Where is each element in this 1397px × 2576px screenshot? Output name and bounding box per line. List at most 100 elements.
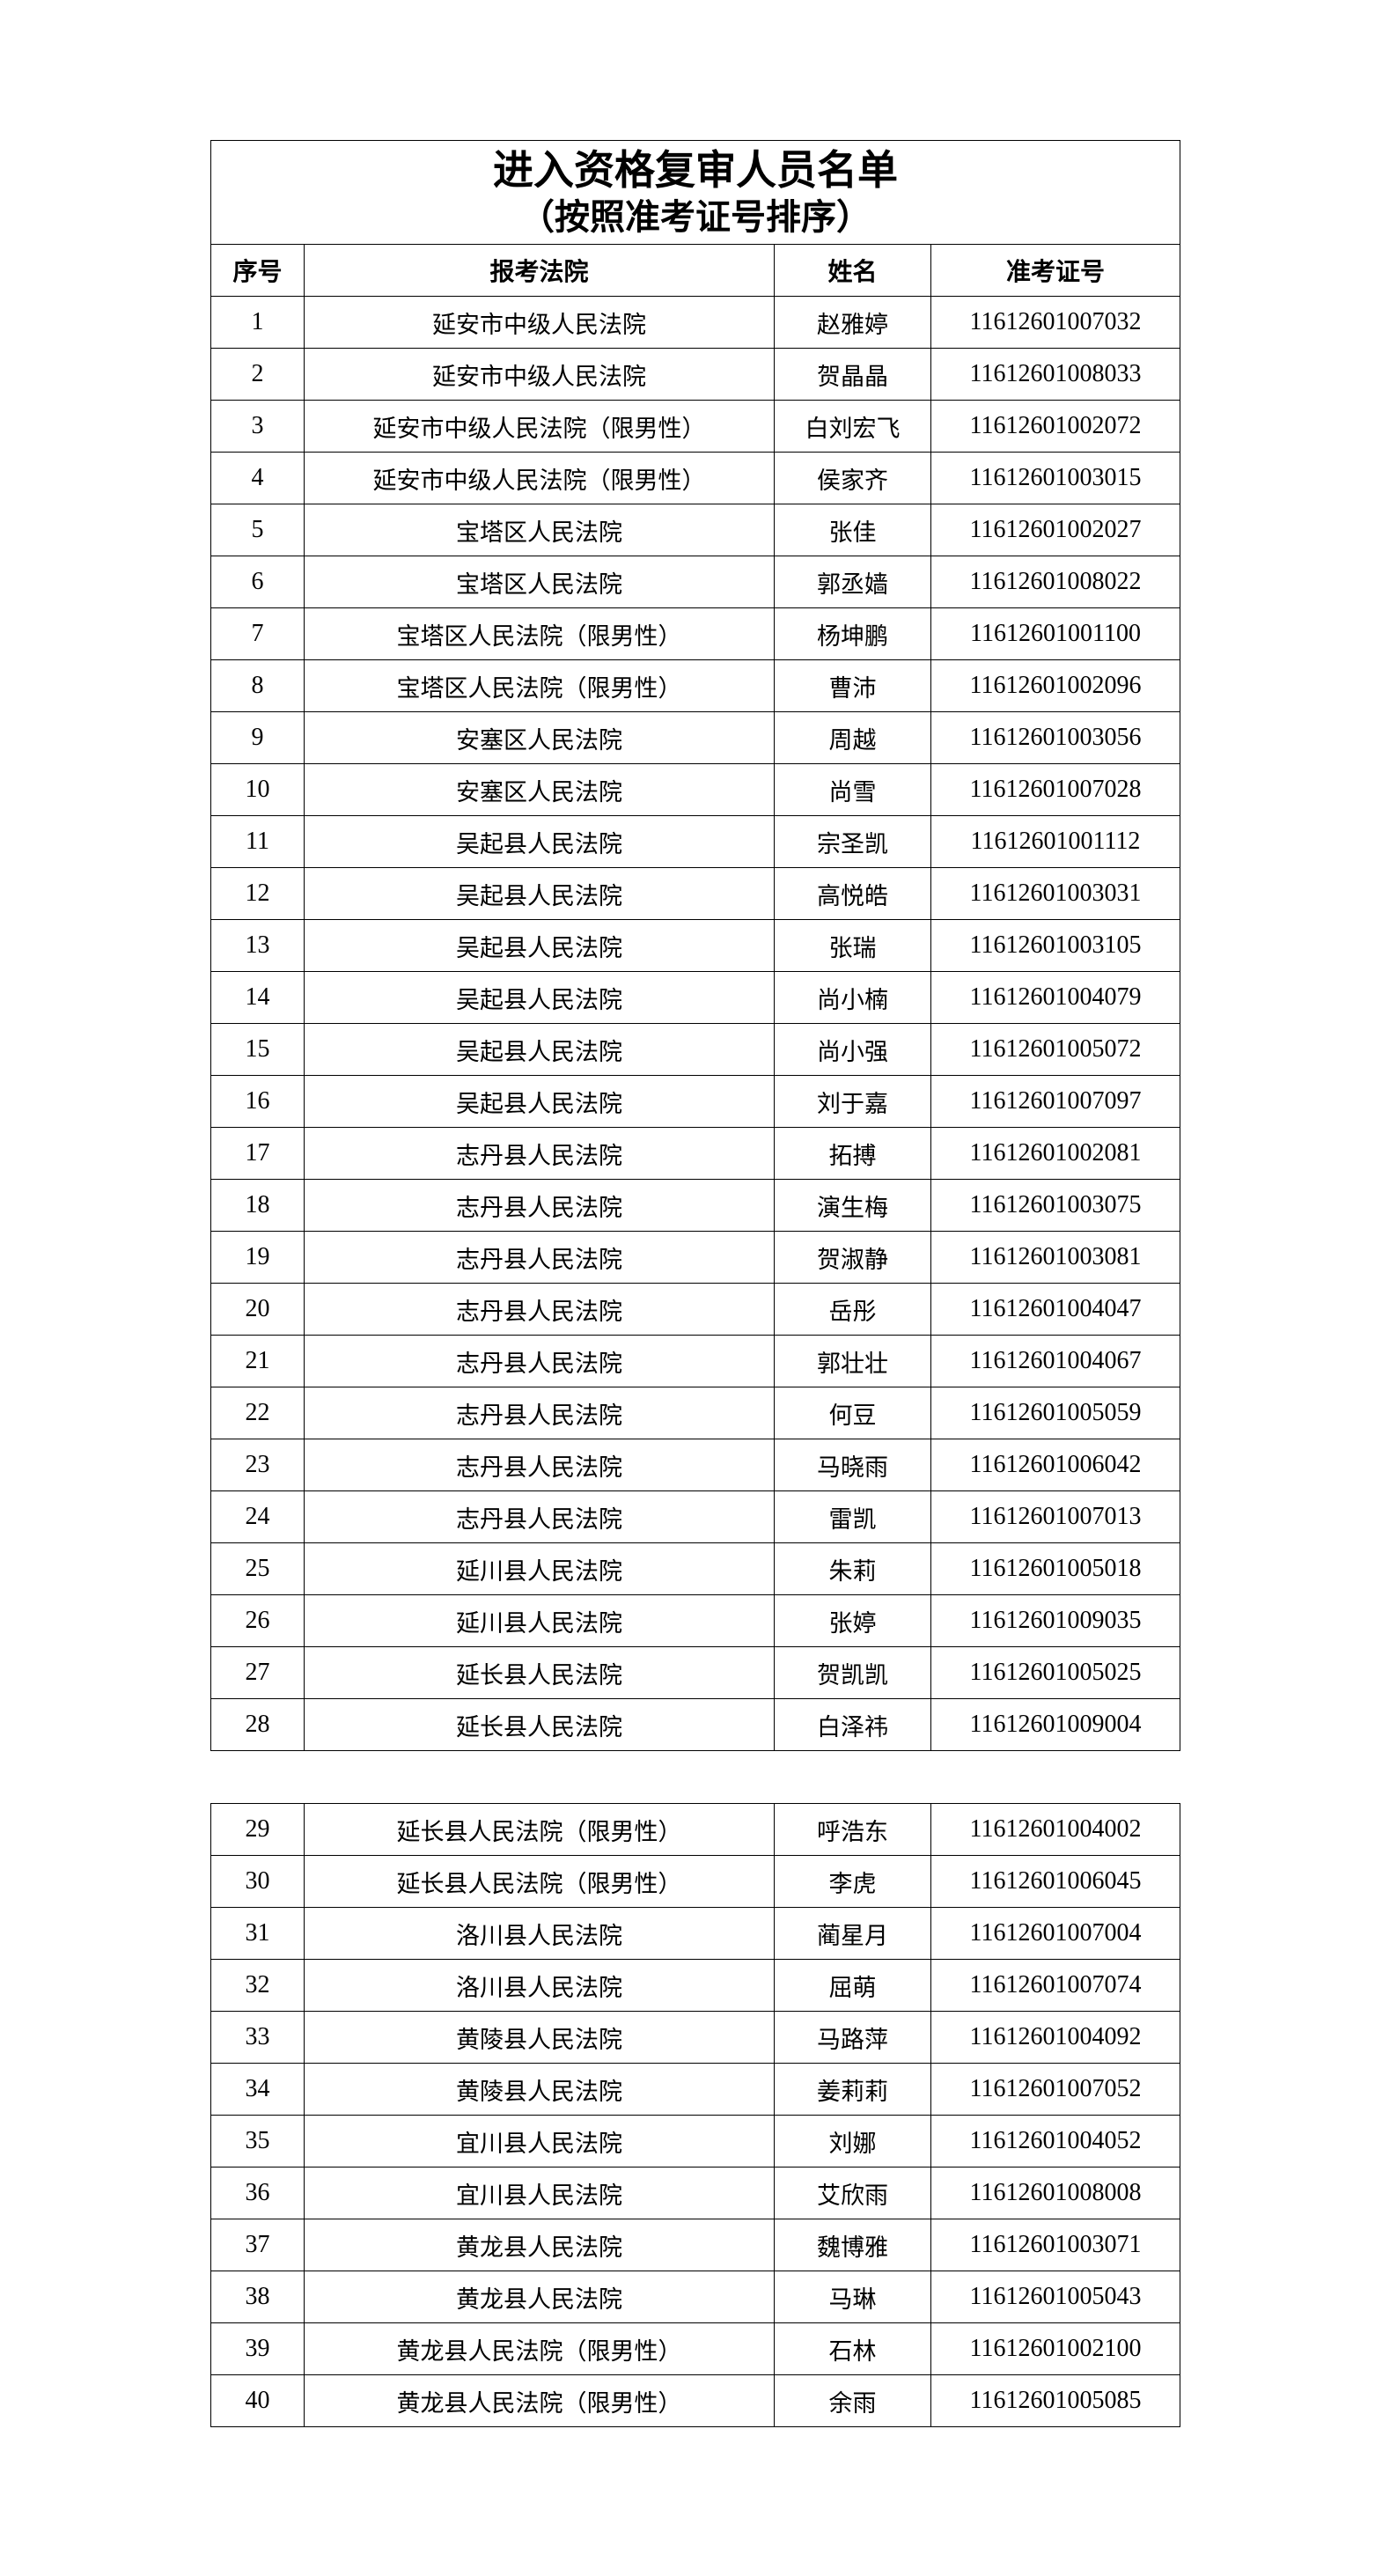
candidate-name: 刘娜 xyxy=(774,2115,931,2168)
court-name: 志丹县人民法院 xyxy=(304,1231,775,1284)
table-row: 38 黄龙县人民法院 马琳 11612601005043 xyxy=(210,2271,1180,2323)
court-name: 宜川县人民法院 xyxy=(304,2167,775,2219)
table-row: 40 黄龙县人民法院（限男性） 余雨 11612601005085 xyxy=(210,2374,1180,2427)
exam-number: 11612601003075 xyxy=(930,1179,1180,1232)
exam-number: 11612601004067 xyxy=(930,1335,1180,1387)
exam-number: 11612601007028 xyxy=(930,763,1180,816)
court-name: 延长县人民法院（限男性） xyxy=(304,1803,775,1856)
row-index: 35 xyxy=(210,2115,305,2168)
table-row: 26 延川县人民法院 张婷 11612601009035 xyxy=(210,1594,1180,1647)
court-name: 吴起县人民法院 xyxy=(304,867,775,920)
exam-number: 11612601003105 xyxy=(930,919,1180,972)
header-court: 报考法院 xyxy=(304,244,775,297)
court-name: 黄龙县人民法院（限男性） xyxy=(304,2322,775,2375)
exam-number: 11612601009035 xyxy=(930,1594,1180,1647)
row-index: 5 xyxy=(210,504,305,556)
row-index: 40 xyxy=(210,2374,305,2427)
exam-number: 11612601004079 xyxy=(930,971,1180,1024)
table-row: 30 延长县人民法院（限男性） 李虎 11612601006045 xyxy=(210,1855,1180,1908)
table-row: 37 黄龙县人民法院 魏博雅 11612601003071 xyxy=(210,2219,1180,2271)
court-name: 志丹县人民法院 xyxy=(304,1283,775,1336)
table-row: 9 安塞区人民法院 周越 11612601003056 xyxy=(210,711,1180,764)
candidate-name: 郭壮壮 xyxy=(774,1335,931,1387)
row-index: 8 xyxy=(210,659,305,712)
court-name: 宝塔区人民法院 xyxy=(304,504,775,556)
table-row: 24 志丹县人民法院 雷凯 11612601007013 xyxy=(210,1490,1180,1543)
court-name: 延川县人民法院 xyxy=(304,1542,775,1595)
court-name: 延长县人民法院 xyxy=(304,1646,775,1699)
row-index: 4 xyxy=(210,452,305,504)
court-name: 宝塔区人民法院（限男性） xyxy=(304,659,775,712)
court-name: 志丹县人民法院 xyxy=(304,1439,775,1491)
row-index: 20 xyxy=(210,1283,305,1336)
row-index: 25 xyxy=(210,1542,305,1595)
row-index: 13 xyxy=(210,919,305,972)
table-row: 28 延长县人民法院 白泽祎 11612601009004 xyxy=(210,1698,1180,1751)
exam-number: 11612601005059 xyxy=(930,1387,1180,1439)
exam-number: 11612601005043 xyxy=(930,2271,1180,2323)
exam-number: 11612601004002 xyxy=(930,1803,1180,1856)
exam-number: 11612601007032 xyxy=(930,296,1180,349)
candidate-name: 何豆 xyxy=(774,1387,931,1439)
row-index: 18 xyxy=(210,1179,305,1232)
exam-number: 11612601003031 xyxy=(930,867,1180,920)
table-row: 27 延长县人民法院 贺凯凯 11612601005025 xyxy=(210,1646,1180,1699)
row-index: 36 xyxy=(210,2167,305,2219)
row-index: 38 xyxy=(210,2271,305,2323)
table-row: 10 安塞区人民法院 尚雪 11612601007028 xyxy=(210,763,1180,816)
candidate-name: 周越 xyxy=(774,711,931,764)
candidate-name: 贺淑静 xyxy=(774,1231,931,1284)
court-name: 吴起县人民法院 xyxy=(304,919,775,972)
candidate-name: 张瑞 xyxy=(774,919,931,972)
candidate-name: 侯家齐 xyxy=(774,452,931,504)
candidate-name: 拓搏 xyxy=(774,1127,931,1180)
exam-number: 11612601003081 xyxy=(930,1231,1180,1284)
document-title: 进入资格复审人员名单 xyxy=(493,145,898,194)
exam-number: 11612601003015 xyxy=(930,452,1180,504)
candidate-name: 魏博雅 xyxy=(774,2219,931,2271)
court-name: 志丹县人民法院 xyxy=(304,1335,775,1387)
header-index: 序号 xyxy=(210,244,305,297)
table-row: 13 吴起县人民法院 张瑞 11612601003105 xyxy=(210,919,1180,972)
court-name: 吴起县人民法院 xyxy=(304,815,775,868)
row-index: 32 xyxy=(210,1959,305,2012)
row-index: 7 xyxy=(210,607,305,660)
table-row: 11 吴起县人民法院 宗圣凯 11612601001112 xyxy=(210,815,1180,868)
row-index: 29 xyxy=(210,1803,305,1856)
exam-number: 11612601005025 xyxy=(930,1646,1180,1699)
court-name: 志丹县人民法院 xyxy=(304,1127,775,1180)
row-index: 6 xyxy=(210,556,305,608)
row-index: 37 xyxy=(210,2219,305,2271)
exam-number: 11612601007097 xyxy=(930,1075,1180,1128)
table-row: 16 吴起县人民法院 刘于嘉 11612601007097 xyxy=(210,1075,1180,1128)
court-name: 宜川县人民法院 xyxy=(304,2115,775,2168)
court-name: 吴起县人民法院 xyxy=(304,1023,775,1076)
candidate-name: 岳彤 xyxy=(774,1283,931,1336)
exam-number: 11612601007052 xyxy=(930,2063,1180,2116)
header-name: 姓名 xyxy=(774,244,931,297)
row-index: 28 xyxy=(210,1698,305,1751)
table-row: 3 延安市中级人民法院（限男性） 白刘宏飞 11612601002072 xyxy=(210,400,1180,453)
table-row: 15 吴起县人民法院 尚小强 11612601005072 xyxy=(210,1023,1180,1076)
exam-number: 11612601008008 xyxy=(930,2167,1180,2219)
exam-number: 11612601002027 xyxy=(930,504,1180,556)
table-row: 8 宝塔区人民法院（限男性） 曹沛 11612601002096 xyxy=(210,659,1180,712)
table-row: 5 宝塔区人民法院 张佳 11612601002027 xyxy=(210,504,1180,556)
exam-number: 11612601008022 xyxy=(930,556,1180,608)
candidate-name: 马路萍 xyxy=(774,2011,931,2064)
table-row: 22 志丹县人民法院 何豆 11612601005059 xyxy=(210,1387,1180,1439)
exam-number: 11612601002081 xyxy=(930,1127,1180,1180)
candidate-name: 刘于嘉 xyxy=(774,1075,931,1128)
exam-number: 11612601005072 xyxy=(930,1023,1180,1076)
row-index: 14 xyxy=(210,971,305,1024)
table-row: 17 志丹县人民法院 拓搏 11612601002081 xyxy=(210,1127,1180,1180)
candidate-name: 姜莉莉 xyxy=(774,2063,931,2116)
table-row: 36 宜川县人民法院 艾欣雨 11612601008008 xyxy=(210,2167,1180,2219)
document-subtitle: （按照准考证号排序） xyxy=(519,196,871,239)
row-index: 26 xyxy=(210,1594,305,1647)
row-index: 27 xyxy=(210,1646,305,1699)
row-index: 12 xyxy=(210,867,305,920)
exam-number: 11612601001112 xyxy=(930,815,1180,868)
court-name: 吴起县人民法院 xyxy=(304,1075,775,1128)
table-row: 31 洛川县人民法院 蔺星月 11612601007004 xyxy=(210,1907,1180,1960)
